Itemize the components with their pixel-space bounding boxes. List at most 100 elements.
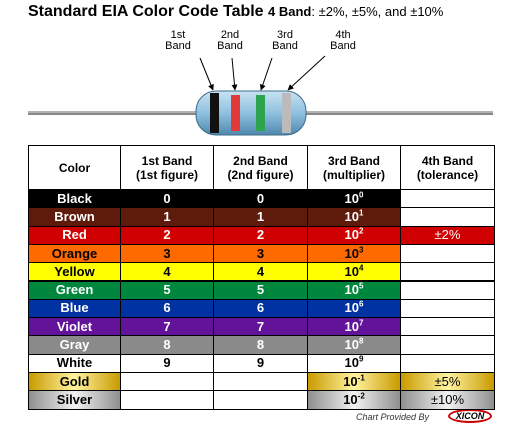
arrow <box>259 57 273 91</box>
table-cell: 3 <box>120 243 214 264</box>
table-cell: Orange <box>28 243 121 264</box>
multiplier: 109 <box>345 356 364 370</box>
multiplier-exponent: -2 <box>357 391 365 401</box>
table-cell: 8 <box>213 335 308 355</box>
first-figure: 8 <box>163 337 171 353</box>
band-label: 3rd Band <box>265 30 305 52</box>
table-cell: White <box>28 353 121 373</box>
multiplier: 106 <box>345 301 364 315</box>
table-cell: 5 <box>213 280 308 300</box>
table-cell: 2 <box>213 225 308 245</box>
table-cell: 8 <box>120 335 214 355</box>
table-cell: Red <box>28 225 121 245</box>
color-name: Black <box>57 190 92 206</box>
multiplier-exponent: 5 <box>359 281 364 291</box>
table-cell: 9 <box>120 353 214 373</box>
multiplier-base: 10 <box>344 245 359 261</box>
table-cell: 105 <box>307 280 401 300</box>
table-cell: 107 <box>307 317 401 337</box>
multiplier: 100 <box>344 190 364 206</box>
multiplier: 107 <box>344 318 364 334</box>
multiplier-base: 10 <box>344 318 359 334</box>
band-label: 1st Band <box>158 30 198 52</box>
table-cell: 101 <box>307 207 401 227</box>
table-cell: 6 <box>120 298 214 319</box>
arrow <box>199 57 214 91</box>
multiplier-base: 10 <box>344 300 359 316</box>
table-cell: 0 <box>213 189 308 209</box>
table-cell: Green <box>28 280 121 300</box>
tolerance: ±2% <box>434 227 461 243</box>
column-header: (multiplier) <box>323 167 385 182</box>
color-name: Red <box>62 227 87 243</box>
first-figure: 2 <box>163 227 171 243</box>
table-cell <box>120 390 214 410</box>
second-figure: 3 <box>256 245 265 261</box>
table-cell: Gold <box>28 372 121 392</box>
first-figure: 9 <box>163 355 171 371</box>
table-cell <box>400 317 495 337</box>
multiplier-exponent: 1 <box>359 208 364 218</box>
table-cell <box>400 262 495 282</box>
table-cell <box>400 298 495 319</box>
second-figure: 9 <box>256 355 265 371</box>
credit: Chart Provided By <box>356 412 430 422</box>
resistor-body <box>195 90 307 136</box>
multiplier: 105 <box>344 281 364 298</box>
table-cell: 1st Band (1st figure) <box>120 145 214 190</box>
resistor <box>28 55 493 136</box>
color-name: Orange <box>51 245 98 261</box>
multiplier-base: 10 <box>344 337 359 353</box>
multiplier: 104 <box>344 263 364 279</box>
multiplier-exponent: 3 <box>359 245 364 255</box>
table-cell: 103 <box>307 243 401 264</box>
multiplier-base: 10 <box>344 190 359 206</box>
band-label-line: 1st <box>170 29 186 41</box>
multiplier-exponent: -1 <box>357 373 365 383</box>
table-cell: 106 <box>307 298 401 319</box>
band-silver <box>282 93 291 133</box>
multiplier-base: 10 <box>344 263 359 279</box>
table-cell: Color <box>28 145 121 190</box>
multiplier: 103 <box>344 245 364 261</box>
multiplier-exponent: 7 <box>359 318 364 328</box>
column-header: (2nd figure) <box>227 167 294 182</box>
table-cell: Violet <box>28 317 121 337</box>
tolerance: ±5% <box>434 373 461 389</box>
table-cell <box>400 335 495 355</box>
table-cell: 3 <box>213 243 308 264</box>
first-figure: 7 <box>163 318 171 334</box>
color-name: Violet <box>56 318 93 334</box>
title-line: Standard EIA Color Code Table 4 Band: ±2… <box>28 3 443 21</box>
multiplier-base: 10 <box>344 282 359 298</box>
first-figure: 1 <box>163 208 171 224</box>
table-cell: 100 <box>307 189 401 209</box>
column-header: 4th Band <box>421 153 474 168</box>
second-figure: 5 <box>256 282 265 298</box>
color-name: Silver <box>56 391 93 407</box>
band-label-line: Band <box>330 40 356 52</box>
table-cell: 7 <box>213 317 308 337</box>
table-cell <box>400 243 495 264</box>
band-label-line: Band <box>165 40 191 52</box>
table-cell: 108 <box>307 335 401 355</box>
multiplier: 10-1 <box>343 373 365 389</box>
band-label-line: 4th <box>335 29 351 41</box>
color-name: Green <box>55 282 94 298</box>
color-name: Gray <box>59 337 90 353</box>
table-cell: Gray <box>28 335 121 355</box>
column-header: (tolerance) <box>416 167 479 182</box>
tolerance: ±10% <box>430 391 465 407</box>
table-cell <box>400 189 495 209</box>
band-label: 2nd Band <box>210 30 250 52</box>
second-figure: 4 <box>256 263 265 279</box>
color-name: Blue <box>60 300 89 316</box>
color-name: Yellow <box>54 263 95 279</box>
table-cell: 102 <box>307 225 401 245</box>
band-label-line: 3rd <box>277 29 293 41</box>
table-cell: 0 <box>120 189 214 209</box>
table-cell <box>213 390 308 410</box>
first-figure: 3 <box>163 245 171 261</box>
table-cell <box>400 280 495 300</box>
